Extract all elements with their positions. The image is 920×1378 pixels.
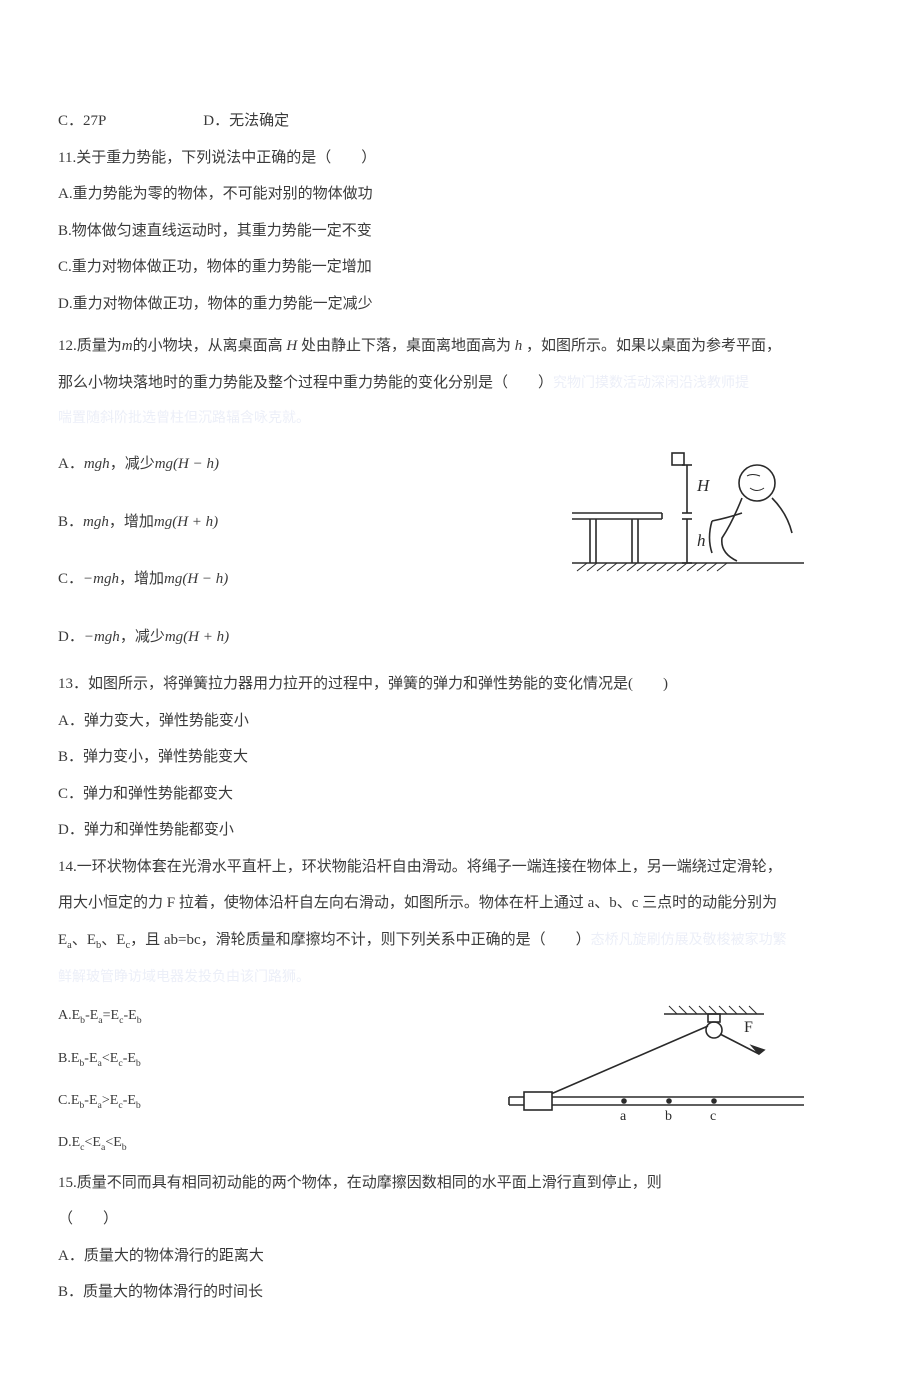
q14-b-3: <E xyxy=(102,1051,118,1066)
q12-stem-pre: 12.质量为 xyxy=(58,338,122,354)
q14-c-4: -E xyxy=(123,1093,136,1108)
q12-a-pre: A． xyxy=(58,456,84,472)
q12-d-pre: D． xyxy=(58,629,84,645)
q10-options: C．27P D．无法确定 xyxy=(58,110,862,133)
q12-d-exp2: mg(H + h) xyxy=(165,629,229,645)
svg-text:F: F xyxy=(744,1019,753,1036)
q14-watermark-2: 鲜解玻管睁访域电器发投负由该门路狮。 xyxy=(58,967,862,988)
q12-d-exp1: −mgh xyxy=(84,629,120,645)
q14-b-4: -E xyxy=(123,1051,136,1066)
q14-d-2: <E xyxy=(85,1135,101,1150)
svg-text:a: a xyxy=(620,1109,627,1122)
q12-b-pre: B． xyxy=(58,514,83,530)
q12-c-exp2: mg(H − h) xyxy=(164,571,228,587)
q12-d-mid: ，减少 xyxy=(120,629,165,645)
q13-opt-a: A．弹力变大，弹性势能变小 xyxy=(58,710,862,733)
q12-stem-line2: 那么小物块落地时的重力势能及整个过程中重力势能的变化分别是（ ）究物门摸数活动深… xyxy=(58,372,862,395)
q11-opt-a: A.重力势能为零的物体，不可能对别的物体做功 xyxy=(58,183,862,206)
q12-stem-mid1: 的小物块，从离桌面高 xyxy=(133,338,283,354)
q12-b-exp2: mg(H + h) xyxy=(154,514,218,530)
q14-stem-1: 14.一环状物体套在光滑水平直杆上，环状物能沿杆自由滑动。将绳子一端连接在物体上… xyxy=(58,856,862,879)
svg-text:H: H xyxy=(696,476,711,495)
q12-stem-mid2: 处由静止下落，桌面离地面高为 xyxy=(301,338,511,354)
q14-c-1: C.E xyxy=(58,1093,79,1108)
svg-text:b: b xyxy=(665,1109,672,1122)
q13-opt-c: C．弹力和弹性势能都变大 xyxy=(58,783,862,806)
q12-stem-mid3: ，如图所示。如果以桌面为参考平面， xyxy=(526,338,781,354)
q14-a-2: -E xyxy=(85,1008,98,1023)
svg-text:h: h xyxy=(697,531,706,550)
q13-opt-b: B．弹力变小，弹性势能变大 xyxy=(58,746,862,769)
q13-stem: 13．如图所示，将弹簧拉力器用力拉开的过程中，弹簧的弹力和弹性势能的变化情况是(… xyxy=(58,673,862,696)
q11-opt-c: C.重力对物体做正功，物体的重力势能一定增加 xyxy=(58,256,862,279)
q12-c-mid: ，增加 xyxy=(119,571,164,587)
q14-stem-3: Ea、Eb、Ec，且 ab=bc，滑轮质量和摩擦均不计，则下列关系中正确的是（ … xyxy=(58,929,862,954)
q14-a-3: =E xyxy=(103,1008,119,1023)
q12-a-exp1: mgh xyxy=(84,456,110,472)
q12-watermark-2: 喘置随斜阶批选曾柱但沉路辐含咏克就。 xyxy=(58,408,862,429)
q11-opt-b: B.物体做匀速直线运动时，其重力势能一定不变 xyxy=(58,220,862,243)
q12-c-pre: C． xyxy=(58,571,83,587)
svg-text:c: c xyxy=(710,1109,716,1122)
q15-opt-b: B．质量大的物体滑行的时间长 xyxy=(58,1281,862,1304)
q12-sym-m: m xyxy=(122,338,133,354)
q13-opt-d: D．弹力和弹性势能都变小 xyxy=(58,819,862,842)
q12-b-mid: ，增加 xyxy=(109,514,154,530)
q14-c-3: >E xyxy=(102,1093,118,1108)
q14-figure-svg: F a b c xyxy=(504,1002,804,1122)
q12-a-mid: ，减少 xyxy=(110,456,155,472)
q12-figure: H h xyxy=(572,443,804,573)
q15-stem: 15.质量不同而具有相同初动能的两个物体，在动摩擦因数相同的水平面上滑行直到停止… xyxy=(58,1172,862,1195)
q12-b-exp1: mgh xyxy=(83,514,109,530)
q12-stem-line2-text: 那么小物块落地时的重力势能及整个过程中重力势能的变化分别是（ ） xyxy=(58,375,553,391)
q12-opt-d: D．−mgh，减少mg(H + h) xyxy=(58,616,862,660)
q14-b-1: B.E xyxy=(58,1051,79,1066)
q14-stem3-pre: E xyxy=(58,932,67,948)
q12-sym-H: H xyxy=(286,338,297,354)
q10-opt-d: D．无法确定 xyxy=(203,113,289,129)
q15-opt-a: A．质量大的物体滑行的距离大 xyxy=(58,1245,862,1268)
q12-stem-line1: 12.质量为m的小物块，从离桌面高 H 处由静止下落，桌面离地面高为 h ，如图… xyxy=(58,335,862,358)
q12-c-exp1: −mgh xyxy=(83,571,119,587)
q10-opt-c: C．27P xyxy=(58,113,106,129)
q14-opt-d: D.Ec<Ea<Eb xyxy=(58,1129,862,1157)
q14-stem-2: 用大小恒定的力 F 拉着，使物体沿杆自左向右滑动，如图所示。物体在杆上通过 a、… xyxy=(58,892,862,915)
q14-stem3-tail: ，且 ab=bc，滑轮质量和摩擦均不计，则下列关系中正确的是（ ） xyxy=(130,932,591,948)
q14-d-1: D.E xyxy=(58,1135,80,1150)
q14-stem3-t2: 、E xyxy=(101,932,125,948)
q15-blank: （ ） xyxy=(58,1208,862,1231)
q11-stem: 11.关于重力势能，下列说法中正确的是（ ） xyxy=(58,147,862,170)
q12-a-exp2: mg(H − h) xyxy=(155,456,219,472)
q11-opt-d: D.重力对物体做正功，物体的重力势能一定减少 xyxy=(58,293,862,316)
q14-c-2: -E xyxy=(84,1093,97,1108)
q12-watermark-1: 究物门摸数活动深闲沿浅教师提 xyxy=(553,376,749,391)
q14-stem3-t1: 、E xyxy=(72,932,96,948)
q12-sym-h: h xyxy=(515,338,523,354)
q14-a-4: -E xyxy=(123,1008,136,1023)
q14-b-2: -E xyxy=(84,1051,97,1066)
q14-figure: F a b c xyxy=(504,1002,804,1122)
q12-figure-svg: H h xyxy=(572,443,804,573)
q14-watermark-1: 态桥凡旋刷仿展及敬梭被家功繁 xyxy=(591,933,787,948)
q14-d-3: <E xyxy=(105,1135,121,1150)
q14-a-1: A.E xyxy=(58,1008,80,1023)
